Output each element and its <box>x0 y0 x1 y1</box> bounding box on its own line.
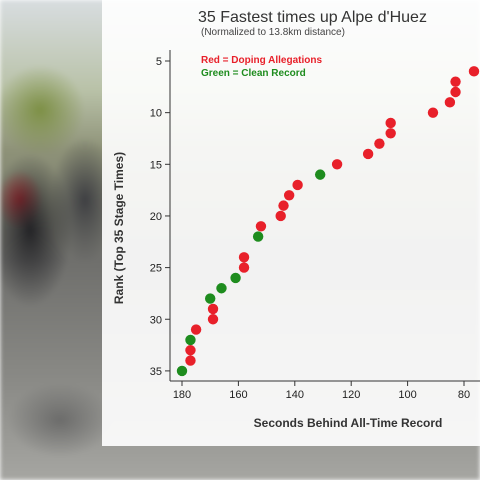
point-clean-record <box>185 334 196 346</box>
x-ticks: 180 160 140 120 100 80 <box>173 381 470 401</box>
x-tick-label: 120 <box>342 389 360 401</box>
x-tick-label: 100 <box>398 389 416 401</box>
legend-doping: Red = Doping Allegations <box>201 55 322 66</box>
point-doping-allegations <box>385 128 396 139</box>
point-clean-record <box>314 169 326 180</box>
point-clean-record <box>216 283 227 294</box>
point-doping-allegations <box>444 97 456 108</box>
point-clean-record <box>252 231 264 242</box>
y-axis-label: Rank (Top 35 Stage Times) <box>112 152 126 304</box>
point-doping-allegations <box>275 210 286 222</box>
point-doping-allegations <box>362 148 374 160</box>
y-tick-label: 30 <box>150 314 162 326</box>
point-doping-allegations <box>427 107 439 118</box>
point-doping-allegations <box>278 200 289 211</box>
point-doping-allegations <box>238 252 250 263</box>
y-tick-label: 15 <box>150 159 162 171</box>
point-doping-allegations <box>292 179 303 191</box>
point-clean-record <box>176 365 188 377</box>
point-doping-allegations <box>185 345 196 356</box>
point-doping-allegations <box>450 76 461 87</box>
x-tick-label: 160 <box>229 389 247 401</box>
y-tick-label: 10 <box>150 108 162 120</box>
point-doping-allegations <box>283 190 295 201</box>
chart-title: 35 Fastest times up Alpe d'Huez <box>198 9 427 26</box>
x-axis-label: Seconds Behind All-Time Record <box>254 416 443 430</box>
chart-subtitle: (Normalized to 13.8km distance) <box>201 27 345 38</box>
y-tick-label: 20 <box>150 211 162 223</box>
y-ticks: 5 10 15 20 25 30 35 <box>150 56 170 378</box>
point-doping-allegations <box>255 221 267 232</box>
chart-panel <box>102 0 480 446</box>
point-doping-allegations <box>207 314 219 325</box>
point-doping-allegations <box>331 159 343 170</box>
y-tick-label: 25 <box>150 263 162 275</box>
point-doping-allegations <box>238 262 250 273</box>
point-doping-allegations <box>468 66 480 77</box>
x-tick-label: 180 <box>173 389 191 401</box>
y-tick-label: 35 <box>150 366 162 378</box>
legend-clean: Green = Clean Record <box>201 68 306 79</box>
point-doping-allegations <box>190 324 202 335</box>
point-doping-allegations <box>450 86 461 98</box>
point-clean-record <box>205 293 216 304</box>
point-doping-allegations <box>374 138 385 149</box>
point-doping-allegations <box>385 117 396 129</box>
x-tick-label: 140 <box>286 389 304 401</box>
x-tick-label: 80 <box>458 389 470 401</box>
data-points <box>176 66 480 377</box>
point-doping-allegations <box>207 303 219 315</box>
y-tick-label: 5 <box>156 56 162 68</box>
point-clean-record <box>230 272 241 284</box>
point-doping-allegations <box>185 355 196 366</box>
